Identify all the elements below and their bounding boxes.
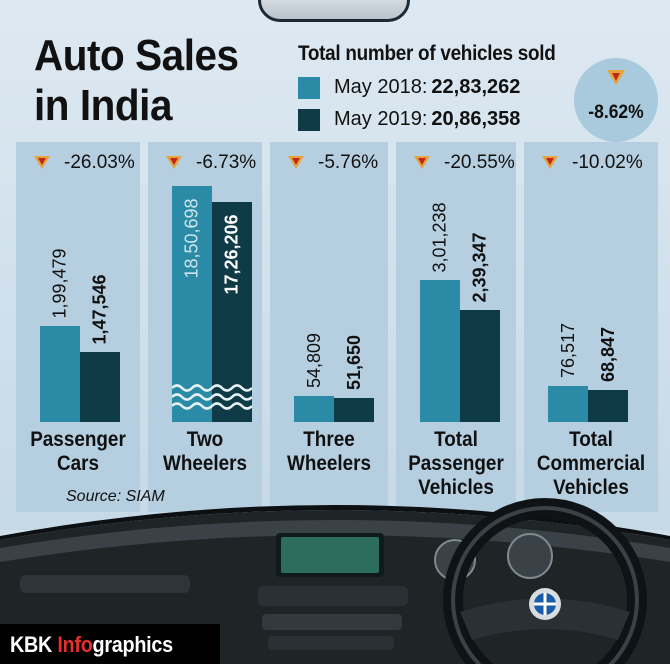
change-indicator: -26.03%: [34, 152, 135, 174]
legend-entry-2018: May 2018: 22,83,262: [298, 76, 520, 99]
title-line-2: in India: [34, 81, 172, 130]
source-note: Source: SIAM: [66, 488, 165, 505]
category-label-line: Wheelers: [286, 452, 372, 475]
bar-2018: [294, 396, 334, 422]
legend-heading: Total number of vehicles sold: [298, 42, 556, 65]
category-label: Three Wheelers: [266, 428, 392, 476]
bar-2019: [80, 352, 120, 422]
category-label-line: Total: [569, 428, 613, 451]
bar-2019: [460, 310, 500, 422]
brand-accent: Info: [57, 632, 93, 657]
category-label-line: Vehicles: [418, 476, 494, 499]
category-label: Total Passenger Vehicles: [393, 428, 519, 500]
down-arrow-icon: [288, 156, 304, 169]
category-label-line: Total: [434, 428, 478, 451]
brand-rest: graphics: [92, 632, 174, 657]
brand-logo: KBK Infographics: [10, 632, 173, 658]
category-label-line: Cars: [56, 452, 100, 475]
overall-change-value: -8.62%: [588, 102, 644, 123]
category-label-line: Commercial: [536, 452, 646, 475]
bar-2018: [40, 326, 80, 422]
category-label: Two Wheelers: [142, 428, 268, 476]
title-line-1: Auto Sales: [34, 31, 239, 80]
change-value: -6.73%: [196, 152, 257, 173]
category-label-line: Two: [186, 428, 224, 451]
legend-label-2019: May 2019:: [334, 108, 428, 130]
change-value: -5.76%: [318, 152, 379, 173]
legend-value-2019: 20,86,358: [431, 108, 521, 130]
bar-2019: [334, 398, 374, 422]
change-value: -20.55%: [444, 152, 515, 173]
bar-2018: [172, 186, 212, 422]
category-label-line: Three: [303, 428, 355, 451]
bar-2018: [420, 280, 460, 422]
category-label-line: Wheelers: [162, 452, 248, 475]
legend-swatch-2019: [298, 108, 320, 131]
change-indicator: -6.73%: [166, 152, 256, 174]
change-value: -10.02%: [572, 152, 643, 173]
change-value: -26.03%: [64, 152, 135, 173]
legend-swatch-2018: [298, 76, 320, 99]
category-label: Passenger Cars: [15, 428, 141, 476]
down-arrow-icon: [34, 156, 50, 169]
down-arrow-icon: [166, 156, 182, 169]
legend-value-2018: 22,83,262: [431, 76, 521, 98]
category-panel: [270, 142, 388, 512]
bar-2018: [548, 386, 588, 422]
category-panel: [524, 142, 658, 512]
category-label-line: Passenger: [408, 452, 504, 475]
down-arrow-icon: [607, 70, 625, 85]
axis-break-marker: [172, 384, 252, 410]
bar-2019: [588, 390, 628, 422]
legend-entry-2019: May 2019: 20,86,358: [298, 108, 520, 131]
legend-label-2018: May 2018:: [334, 76, 428, 98]
down-arrow-icon: [542, 156, 558, 169]
category-label: Total Commercial Vehicles: [528, 428, 654, 500]
brand-main: KBK: [10, 632, 58, 657]
change-indicator: -20.55%: [414, 152, 515, 174]
down-arrow-icon: [414, 156, 430, 169]
category-label-line: Passenger: [30, 428, 126, 451]
change-indicator: -5.76%: [288, 152, 378, 174]
change-indicator: -10.02%: [542, 152, 643, 174]
category-label-line: Vehicles: [553, 476, 629, 499]
